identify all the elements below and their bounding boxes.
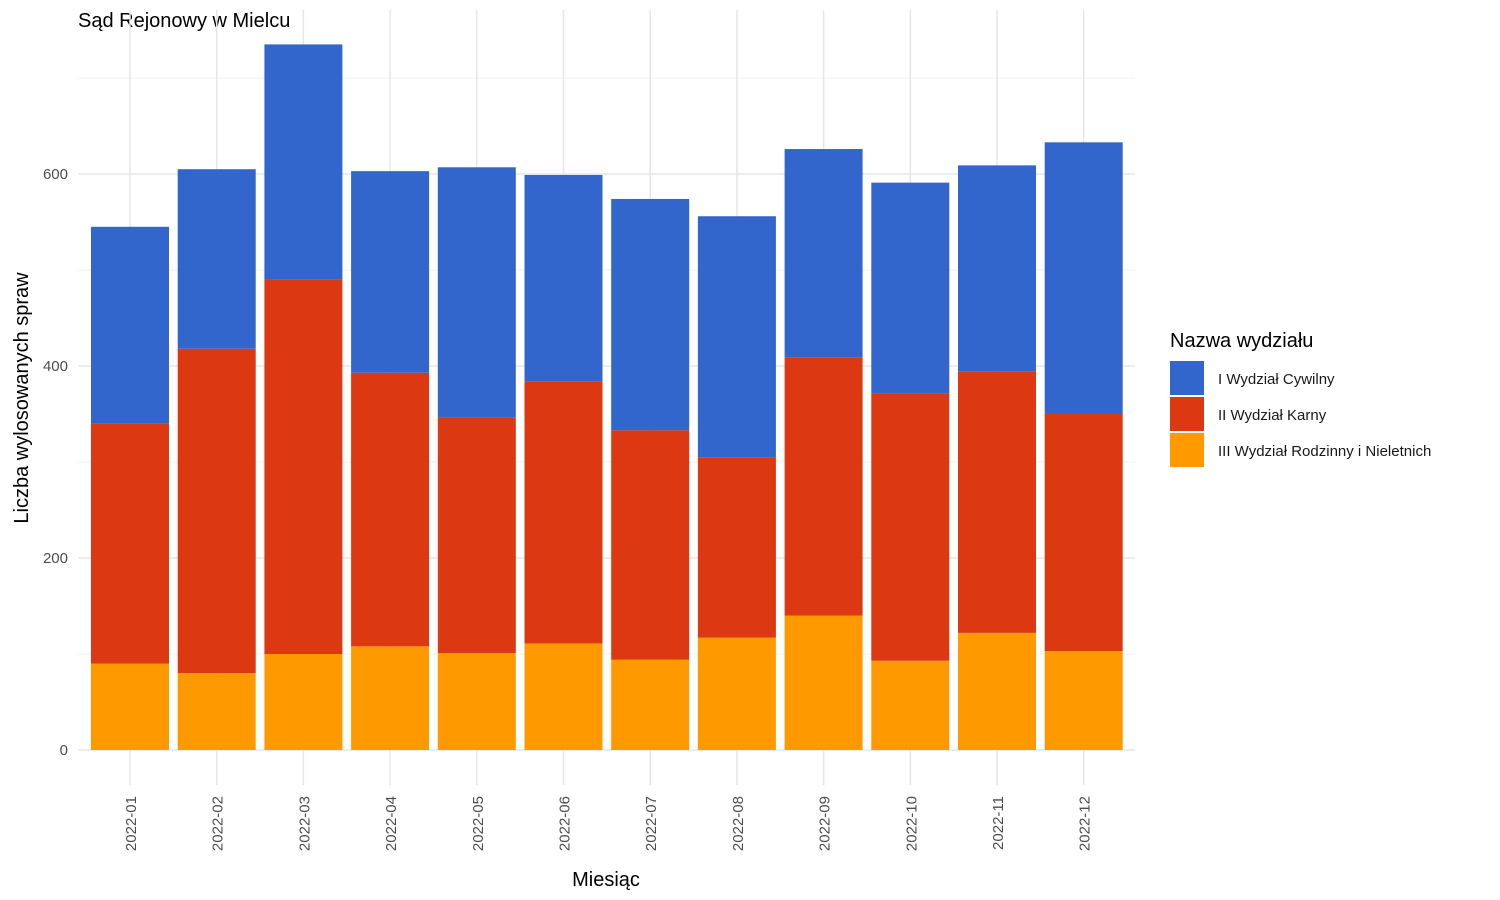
bar-segment bbox=[784, 357, 863, 616]
bar-segment bbox=[611, 198, 690, 431]
legend-title: Nazwa wydziału bbox=[1170, 330, 1313, 352]
bar-segment bbox=[611, 659, 690, 750]
x-tick-label: 2022-09 bbox=[817, 796, 834, 851]
bar-segment bbox=[264, 654, 343, 750]
bar-segment bbox=[264, 279, 343, 654]
bar-segment bbox=[1044, 651, 1123, 750]
chart-title: Sąd Rejonowy w Mielcu bbox=[78, 10, 290, 32]
bar-segment bbox=[91, 423, 169, 664]
x-tick-label: 2022-05 bbox=[470, 796, 487, 851]
x-tick-label: 2022-10 bbox=[903, 796, 920, 851]
legend-label: III Wydział Rodzinny i Nieletnich bbox=[1218, 443, 1431, 460]
bar-segment bbox=[958, 632, 1036, 750]
y-axis-title: Liczba wylosowanych spraw bbox=[11, 272, 33, 524]
bar-segment bbox=[524, 381, 603, 644]
x-axis-title: Miesiąc bbox=[572, 869, 640, 891]
x-tick-label: 2022-02 bbox=[210, 796, 227, 851]
legend-swatch bbox=[1170, 433, 1204, 467]
legend: Nazwa wydziału I Wydział Cywilny II Wydzi… bbox=[1170, 330, 1431, 467]
bar-segment bbox=[871, 660, 950, 750]
x-tick-label: 2022-04 bbox=[383, 796, 400, 851]
x-tick-label: 2022-07 bbox=[643, 796, 660, 851]
bar-segment bbox=[177, 169, 256, 349]
legend-swatch bbox=[1170, 361, 1204, 395]
bar-segment bbox=[91, 226, 169, 424]
y-tick-label: 200 bbox=[43, 550, 68, 567]
legend-label: II Wydział Karny bbox=[1218, 407, 1327, 424]
bar-segment bbox=[1044, 414, 1123, 652]
y-tick-label: 400 bbox=[43, 358, 68, 375]
x-tick-label: 2022-01 bbox=[123, 796, 140, 851]
bar-segment bbox=[697, 457, 776, 638]
bar-segment bbox=[784, 149, 863, 358]
x-tick-label: 2022-06 bbox=[557, 796, 574, 851]
bar-segment bbox=[177, 348, 256, 674]
bar-segment bbox=[871, 182, 950, 394]
bar-segment bbox=[784, 615, 863, 750]
bar-segment bbox=[264, 44, 343, 280]
bar-segment bbox=[437, 417, 516, 654]
x-tick-label: 2022-08 bbox=[730, 796, 747, 851]
bar-segment bbox=[958, 165, 1036, 372]
bar-segment bbox=[524, 643, 603, 750]
bar-segment bbox=[611, 430, 690, 660]
bar-segment bbox=[437, 167, 516, 418]
bar-segment bbox=[91, 663, 169, 750]
bar-segment bbox=[958, 371, 1036, 633]
bar-segment bbox=[351, 372, 430, 647]
x-tick-label: 2022-12 bbox=[1077, 796, 1094, 851]
bar-segment bbox=[177, 673, 256, 750]
legend-label: I Wydział Cywilny bbox=[1218, 371, 1335, 388]
bar-segment bbox=[697, 216, 776, 458]
bar-segment bbox=[524, 174, 603, 382]
y-tick-label: 0 bbox=[60, 742, 68, 759]
bar-segment bbox=[351, 646, 430, 750]
bar-segment bbox=[351, 171, 430, 373]
bar-segment bbox=[697, 637, 776, 750]
x-axis-ticks: 2022-01 2022-02 2022-03 2022-04 2022-05 2022-… bbox=[123, 796, 1094, 851]
y-axis-ticks: 0 200 400 600 bbox=[43, 166, 68, 759]
y-tick-label: 600 bbox=[43, 166, 68, 183]
x-tick-label: 2022-11 bbox=[990, 796, 1007, 850]
bars bbox=[91, 44, 1123, 750]
x-tick-label: 2022-03 bbox=[296, 796, 313, 851]
bar-segment bbox=[871, 393, 950, 661]
bar-segment bbox=[437, 653, 516, 750]
bar-segment bbox=[1044, 142, 1123, 414]
legend-swatch bbox=[1170, 397, 1204, 431]
